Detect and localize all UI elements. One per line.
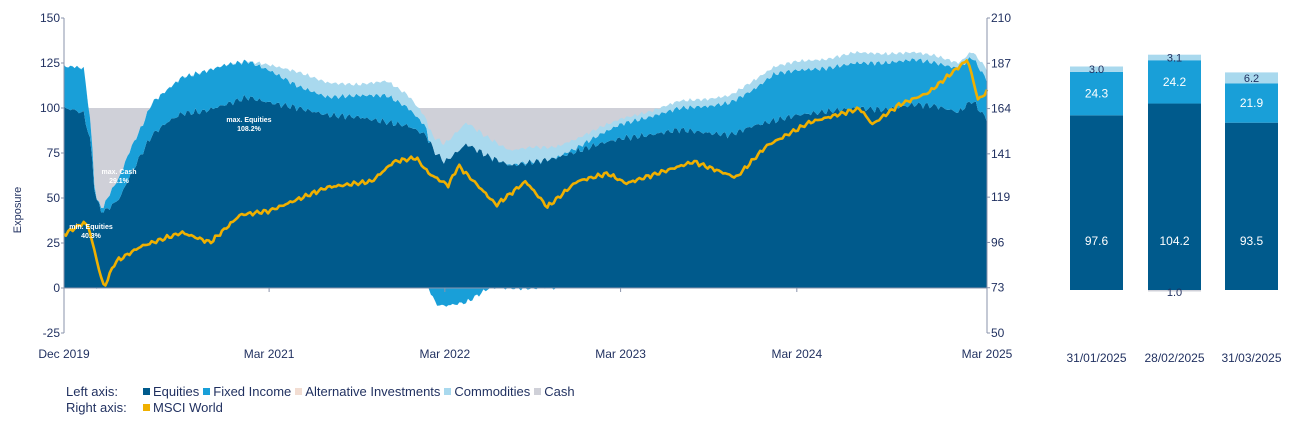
x-axis-tick-label: Mar 2021 — [244, 347, 295, 361]
legend-row-left-axis: Left axis: Equities Fixed Income Alternativ… — [66, 384, 579, 400]
x-axis-tick-label: Mar 2022 — [420, 347, 471, 361]
right-axis-tick-label: 187 — [991, 56, 1011, 70]
bar-equities — [1225, 122, 1278, 291]
left-axis-tick-label: 125 — [40, 56, 60, 70]
annotation-value: 108.2% — [237, 126, 262, 133]
bar-category-label: 28/02/2025 — [1144, 351, 1204, 365]
legend-swatch — [534, 388, 542, 395]
legend-right-axis-label: Right axis: — [66, 400, 127, 415]
legend-swatch — [295, 388, 303, 395]
exposure-areas — [64, 51, 987, 307]
left-axis-tick-label: 50 — [47, 191, 61, 205]
left-item-commodities: Commodities — [444, 384, 530, 399]
legend-left-items: Equities Fixed Income Alternative Investme… — [143, 384, 579, 399]
annotations: min. Equities 40.3% max. Cash 29.1% max. Equ… — [69, 117, 271, 240]
legend-label: Fixed Income — [213, 384, 292, 399]
fixed-income-area — [64, 57, 987, 213]
axes: -25 0 25 50 75 100 125 150 50 73 96 119 141 164 187 210… — [12, 11, 1013, 361]
annotation-title: max. Equities — [226, 117, 271, 124]
stacked-bar-panel: 97.6 24.3 3.0 31/01/2025 104.2 24.2 3.1 1.0 28/0… — [1066, 52, 1281, 365]
right-axis-tick-label: 73 — [991, 281, 1005, 295]
right-item-msci-world: MSCI World — [143, 400, 223, 415]
legend-left-axis-label: Left axis: — [66, 384, 119, 399]
bar-label-fixed-income: 21.9 — [1240, 96, 1264, 110]
left-axis-tick-label: -25 — [43, 326, 61, 340]
legend-label: MSCI World — [153, 400, 223, 415]
bar-label-equities: 104.2 — [1159, 234, 1189, 248]
legend-label: Equities — [153, 384, 200, 399]
bar-category-label: 31/03/2025 — [1221, 351, 1281, 365]
left-item-equities: Equities — [143, 384, 199, 399]
right-axis-tick-label: 141 — [991, 147, 1011, 161]
right-axis-tick-label: 50 — [991, 326, 1005, 340]
left-axis-tick-label: 25 — [47, 236, 61, 250]
left-axis-tick-label: 100 — [40, 101, 60, 115]
bar-equities — [1070, 115, 1123, 290]
x-axis-tick-label: Dec 2019 — [38, 347, 90, 361]
annotation-title: min. Equities — [69, 224, 113, 231]
left-axis-tick-label: 75 — [47, 146, 61, 160]
right-axis-tick-label: 96 — [991, 235, 1005, 249]
bar-commodities — [1148, 54, 1201, 61]
bar-fixed-income — [1070, 71, 1123, 116]
bar-fixed-income — [1148, 60, 1201, 104]
msci-world-line — [63, 59, 989, 287]
annotation-value: 29.1% — [109, 178, 130, 185]
chart-svg: -25 0 25 50 75 100 125 150 50 73 96 119 141 164 187 210… — [12, 11, 1282, 365]
left-item-cash: Cash — [534, 384, 575, 399]
bar-label-equities: 97.6 — [1085, 234, 1109, 248]
bar-category-label: 31/01/2025 — [1066, 351, 1126, 365]
bar-commodities — [1070, 66, 1123, 72]
x-axis-tick-label: Mar 2025 — [962, 347, 1013, 361]
bar-label-commodities: 6.2 — [1244, 73, 1259, 85]
bar-commodities — [1225, 72, 1278, 84]
bar-label-fixed-income: 24.3 — [1085, 87, 1109, 101]
left-axis-tick-label: 0 — [53, 281, 60, 295]
bar-label-commodities: 3.1 — [1167, 52, 1182, 64]
legend-label: Alternative Investments — [305, 384, 441, 399]
legend-row-right-axis: Right axis: MSCI World — [66, 400, 579, 416]
bar-label-commodities: 3.0 — [1089, 64, 1104, 76]
bar-label-equities: 93.5 — [1240, 234, 1264, 248]
left-item-alternative-investments: Alternative Investments — [295, 384, 440, 399]
legend-swatch — [143, 404, 150, 411]
bar-fixed-income — [1225, 83, 1278, 123]
annotation-title: max. Cash — [101, 169, 136, 176]
legend-swatch — [143, 388, 150, 395]
right-axis-tick-label: 164 — [991, 102, 1011, 116]
bar-label-cash: 1.0 — [1167, 287, 1182, 299]
bar-equities — [1148, 103, 1201, 291]
chart-legend: Left axis: Equities Fixed Income Alternativ… — [66, 384, 579, 416]
bar-cash — [1148, 290, 1201, 292]
legend-swatch — [444, 388, 452, 395]
left-item-fixed-income: Fixed Income — [203, 384, 291, 399]
legend-label: Cash — [544, 384, 575, 399]
legend-swatch — [203, 388, 211, 395]
annotation-value: 40.3% — [81, 233, 102, 240]
bar-label-fixed-income: 24.2 — [1163, 75, 1187, 89]
equities-area — [64, 94, 987, 288]
y-axis-title: Exposure — [12, 187, 24, 233]
x-axis-tick-label: Mar 2024 — [771, 347, 822, 361]
fixed-income-negative-area — [64, 288, 987, 307]
legend-label: Commodities — [454, 384, 531, 399]
right-axis-tick-label: 210 — [991, 11, 1011, 25]
x-axis-tick-label: Mar 2023 — [595, 347, 646, 361]
legend-right-items: MSCI World — [143, 400, 227, 415]
right-axis-tick-label: 119 — [991, 190, 1010, 204]
left-axis-tick-label: 150 — [40, 11, 60, 25]
